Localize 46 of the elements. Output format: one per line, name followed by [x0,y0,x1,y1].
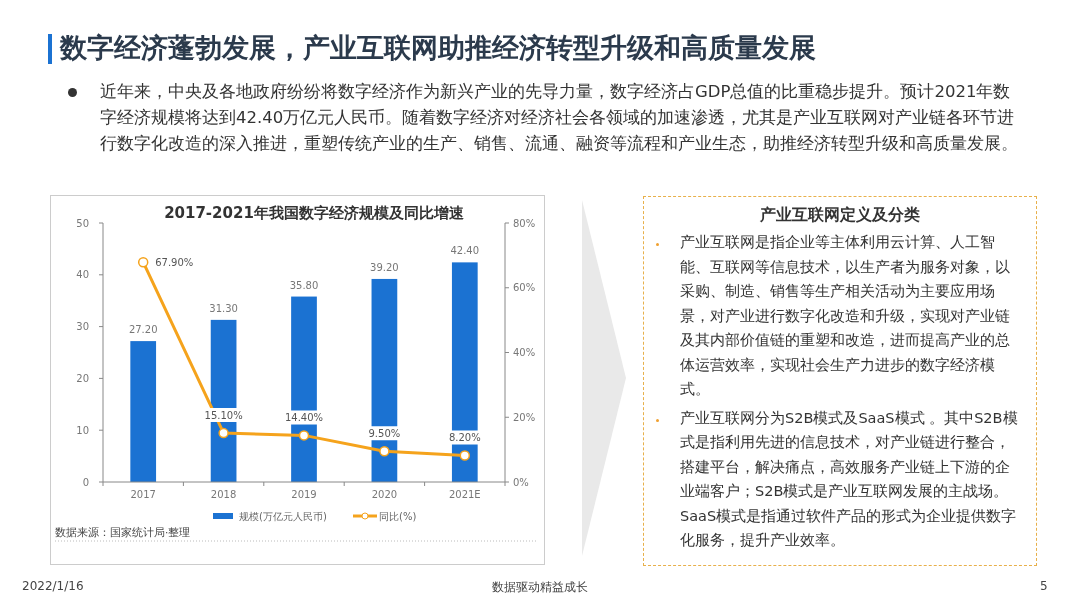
y2-tick-label: 60% [513,282,536,294]
point [218,427,229,439]
y-tick-label: 50 [76,217,89,229]
data-label: 15.10% [204,410,243,422]
bar [130,341,157,482]
text: 产业互联网是指企业等主体利用云计算、人工智能、互联网等信息技术，以生产者为服务对象，以采购、制造、销售等生产相关活动为主要应用场景，对产业进行数字化改造和升级，实现对产业链及其内部价值链的重塑和改造，进而提高产业的总体运营效率，实现社会生产力进步的数字经济模式。 [680,233,1011,399]
data-label: 8.20% [448,432,481,444]
data-label: 39.20 [370,261,399,273]
data-label: 35.80 [289,279,319,291]
y2-tick-label: 20% [513,411,536,423]
text: 近年来，中央及各地政府纷纷将数字经济作为新兴产业的先导力量，数字经济占GDP总值的比重稳步提升。预计2021年数字经济规模将达到42.40万亿元人民币。随着数字经济对经济社会各领域的加速渗透，尤其是产业互联网对产业链各环节进行数字化改造的深入推进，重塑传统产业的生产、销售、流通、融资等流程和产业生态，助推经济转型升级和高质量发展。 [100,81,1019,155]
legend-label: 同比(%) [379,511,417,522]
chart-title: 2017-2021年我国数字经济规模及同比增速 [164,204,465,222]
point [459,450,471,461]
legend-label: 规模(万亿元人民币) [239,511,327,522]
source-note: 数据来源：国家统计局·整理 [55,526,191,538]
data-label: 27.20 [128,324,158,336]
y2-tick-label: 0% [513,476,529,488]
y-tick-label: 0 [82,476,89,488]
y-tick-label: 10 [76,424,89,436]
y-tick-label: 30 [76,321,89,333]
data-label: 67.90% [155,257,194,269]
text: 数字经济蓬勃发展，产业互联网助推经济转型升级和高质量发展 [60,31,816,65]
data-label: 31.30 [209,302,238,314]
y2-tick-label: 80% [513,217,536,229]
x-tick-label: 2020 [371,489,398,500]
x-tick-label: 2021E [448,489,481,500]
point [298,430,310,441]
data-label: 14.40% [284,412,324,424]
text: 产业互联网分为S2B模式及SaaS模式 。其中S2B模式是指利用先进的信息技术，对产业链进行整合，搭建平台，解决痛点，高效服务产业链上下游的企业端客户；S2B模式是产业互联网发展的主战场。SaaS模式是指通过软件产品的形式为企业提供数字化服务，提升产业效率。 [680,408,1019,550]
data-label: 42.40 [450,245,480,257]
text: 数据驱动精益成长 [491,579,589,596]
y2-tick-label: 40% [513,347,536,358]
y-tick-label: 40 [76,269,89,281]
data-label: 9.50% [368,428,401,440]
bar [451,262,478,482]
point [137,256,149,268]
text: 5 [1040,579,1048,593]
y-tick-label: 20 [76,372,89,384]
bar [371,278,398,482]
text: 产业互联网定义及分类 [759,205,921,226]
x-tick-label: 2019 [291,489,317,500]
x-tick-label: 2018 [210,489,237,500]
point [379,445,390,457]
text: 2022/1/16 [22,579,84,593]
x-tick-label: 2017 [130,489,156,500]
